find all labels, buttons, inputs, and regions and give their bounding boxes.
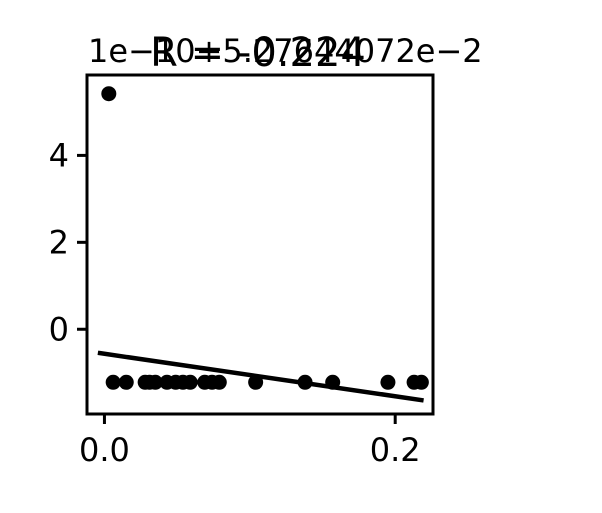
data-point [380,374,396,390]
axis-offset-label: 1e−10+5.27644072e−2 [88,32,483,70]
data-point [248,374,264,390]
data-point [413,374,429,390]
regression-line [97,350,424,403]
y-axis-ticks: 0 2 4 [49,136,87,348]
x-axis-ticks: 0.0 0.2 [79,414,421,469]
x-tick-label: 0.0 [79,431,130,469]
y-tick-label: 0 [49,310,69,348]
y-tick-label: 4 [49,136,69,174]
data-point [325,374,341,390]
data-point [297,374,313,390]
data-point [182,374,198,390]
plot-marks [97,86,429,403]
data-point [211,374,227,390]
chart-title: R = -0.224 [150,30,366,76]
plot-frame [85,73,435,416]
data-point [105,374,121,390]
data-point [147,374,163,390]
data-point [101,86,117,102]
data-point [118,374,134,390]
x-tick-label: 0.2 [370,431,421,469]
y-tick-label: 2 [49,223,69,261]
